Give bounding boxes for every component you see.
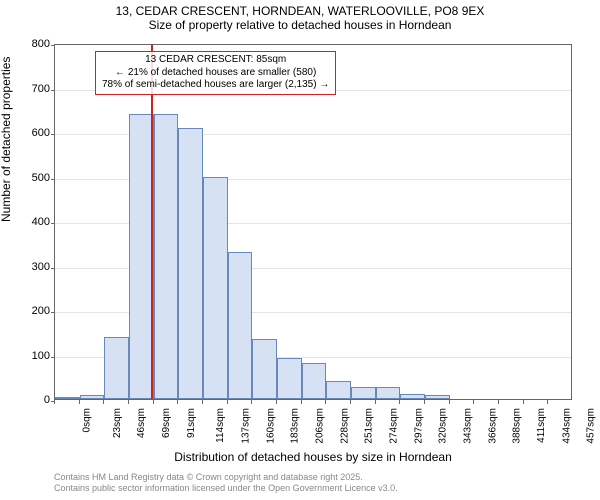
y-tick-mark xyxy=(51,134,55,135)
y-tick-mark xyxy=(51,312,55,313)
x-tick-label: 388sqm xyxy=(512,408,523,444)
x-tick-mark xyxy=(202,400,203,404)
x-tick-label: 434sqm xyxy=(561,408,572,444)
x-tick-label: 69sqm xyxy=(161,408,172,438)
attribution-block: Contains HM Land Registry data © Crown c… xyxy=(54,472,398,494)
annotation-box: 13 CEDAR CRESCENT: 85sqm← 21% of detache… xyxy=(95,51,336,95)
histogram-bar xyxy=(400,394,425,399)
chart-title-1: 13, CEDAR CRESCENT, HORNDEAN, WATERLOOVI… xyxy=(0,4,600,18)
x-tick-mark xyxy=(449,400,450,404)
x-tick-mark xyxy=(350,400,351,404)
histogram-bar xyxy=(80,395,105,399)
x-tick-mark xyxy=(424,400,425,404)
y-tick-label: 0 xyxy=(20,394,50,406)
x-tick-label: 23sqm xyxy=(112,408,123,438)
chart-title-2: Size of property relative to detached ho… xyxy=(0,18,600,32)
histogram-bar xyxy=(178,128,203,399)
x-tick-label: 137sqm xyxy=(241,408,252,444)
x-tick-mark xyxy=(523,400,524,404)
histogram-bar xyxy=(277,358,302,399)
x-axis-title: Distribution of detached houses by size … xyxy=(54,450,572,464)
attribution-line-2: Contains public sector information licen… xyxy=(54,483,398,494)
y-tick-mark xyxy=(51,357,55,358)
x-tick-label: 160sqm xyxy=(265,408,276,444)
histogram-bar xyxy=(425,395,450,399)
chart-titles: 13, CEDAR CRESCENT, HORNDEAN, WATERLOOVI… xyxy=(0,0,600,32)
x-tick-label: 206sqm xyxy=(315,408,326,444)
annotation-line-2: ← 21% of detached houses are smaller (58… xyxy=(102,67,329,80)
x-tick-label: 251sqm xyxy=(364,408,375,444)
x-tick-mark xyxy=(153,400,154,404)
annotation-line-1: 13 CEDAR CRESCENT: 85sqm xyxy=(102,54,329,67)
x-tick-mark xyxy=(251,400,252,404)
y-tick-mark xyxy=(51,268,55,269)
y-tick-label: 300 xyxy=(20,261,50,273)
y-tick-label: 800 xyxy=(20,38,50,50)
y-tick-label: 600 xyxy=(20,127,50,139)
histogram-bar xyxy=(228,252,253,399)
y-tick-label: 200 xyxy=(20,305,50,317)
x-tick-label: 228sqm xyxy=(339,408,350,444)
attribution-line-1: Contains HM Land Registry data © Crown c… xyxy=(54,472,398,483)
histogram-bar xyxy=(104,337,129,399)
x-tick-label: 0sqm xyxy=(81,408,92,432)
x-tick-mark xyxy=(473,400,474,404)
subject-property-marker xyxy=(151,45,153,399)
x-tick-label: 297sqm xyxy=(413,408,424,444)
annotation-line-3: 78% of semi-detached houses are larger (… xyxy=(102,79,329,92)
x-tick-mark xyxy=(177,400,178,404)
x-tick-label: 183sqm xyxy=(290,408,301,444)
y-tick-label: 500 xyxy=(20,172,50,184)
x-tick-mark xyxy=(399,400,400,404)
x-tick-label: 457sqm xyxy=(586,408,597,444)
x-tick-mark xyxy=(227,400,228,404)
x-tick-label: 366sqm xyxy=(487,408,498,444)
y-tick-mark xyxy=(51,223,55,224)
x-tick-mark xyxy=(498,400,499,404)
x-tick-label: 114sqm xyxy=(215,408,226,443)
histogram-bar xyxy=(55,397,80,399)
y-tick-mark xyxy=(51,179,55,180)
y-tick-label: 400 xyxy=(20,216,50,228)
x-tick-mark xyxy=(301,400,302,404)
x-tick-mark xyxy=(103,400,104,404)
x-tick-mark xyxy=(54,400,55,404)
y-tick-mark xyxy=(51,45,55,46)
x-tick-label: 91sqm xyxy=(186,408,197,438)
x-tick-mark xyxy=(375,400,376,404)
x-tick-label: 411sqm xyxy=(536,408,547,443)
histogram-bar xyxy=(203,177,228,400)
plot-area: 13 CEDAR CRESCENT: 85sqm← 21% of detache… xyxy=(54,44,572,400)
y-axis-title: Number of detached properties xyxy=(0,57,13,222)
histogram-bar xyxy=(376,387,401,399)
y-tick-label: 700 xyxy=(20,83,50,95)
histogram-bar xyxy=(129,114,154,399)
x-tick-marks xyxy=(54,400,572,404)
y-tick-mark xyxy=(51,90,55,91)
x-tick-mark xyxy=(276,400,277,404)
x-tick-label: 274sqm xyxy=(389,408,400,444)
x-tick-mark xyxy=(547,400,548,404)
x-tick-mark xyxy=(79,400,80,404)
x-tick-mark xyxy=(325,400,326,404)
x-tick-label: 320sqm xyxy=(438,408,449,444)
x-tick-label: 343sqm xyxy=(463,408,474,444)
histogram-bar xyxy=(326,381,351,399)
histogram-bar xyxy=(154,114,179,399)
histogram-bar xyxy=(252,339,277,399)
histogram-bar xyxy=(302,363,327,399)
x-tick-label: 46sqm xyxy=(136,408,147,438)
histogram-bar xyxy=(351,387,376,399)
y-tick-label: 100 xyxy=(20,350,50,362)
x-tick-mark xyxy=(128,400,129,404)
